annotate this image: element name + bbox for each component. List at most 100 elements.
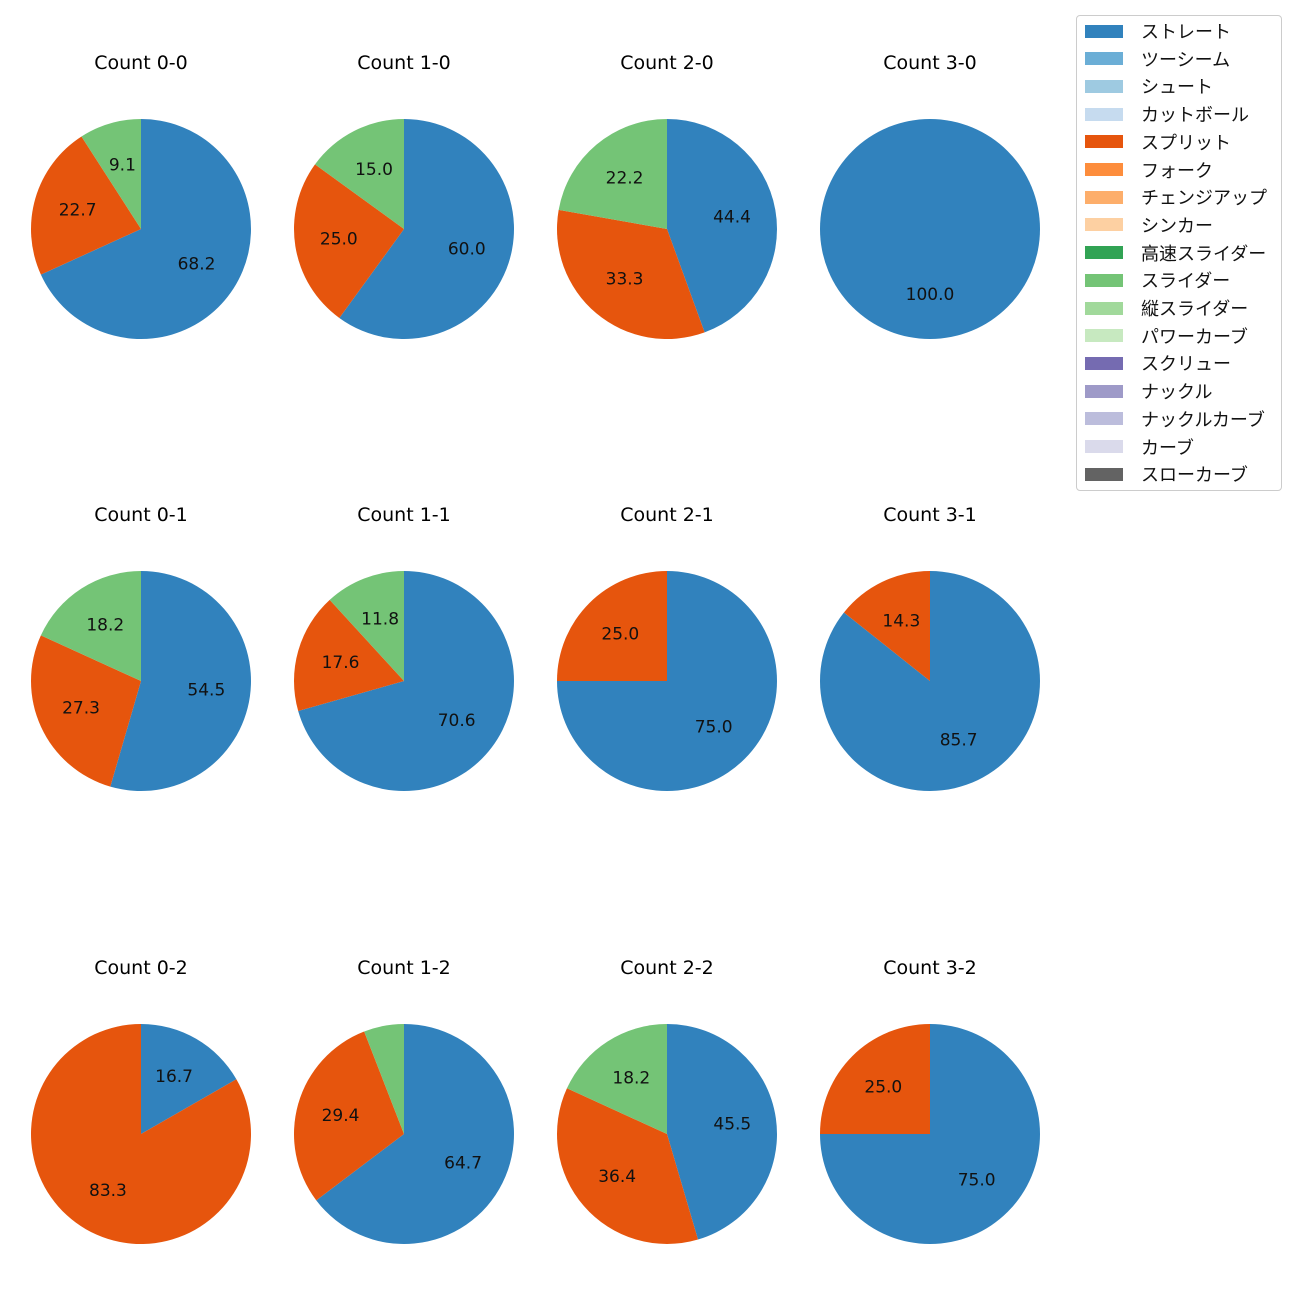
legend-label: シンカー [1141,215,1213,237]
pie-slice-straight [141,1024,237,1134]
legend-swatch [1085,190,1123,204]
legend-item: スローカーブ [1085,463,1248,487]
pie-value-label: 64.7 [444,1153,482,1173]
pie-slice-slider [315,119,404,229]
pie-slice-slider [40,571,141,681]
legend-swatch [1085,384,1123,398]
pie-value-label: 25.0 [601,624,639,644]
legend-item: 高速スライダー [1085,242,1267,265]
legend-label: フォーク [1141,160,1213,182]
pie-slice-straight [820,119,1040,339]
legend-label: 縦スライダー [1141,299,1249,320]
legend-item: パワーカーブ [1085,325,1248,348]
pie-value-label: 18.2 [612,1068,650,1088]
pie-title: Count 3-0 [883,52,977,74]
legend-label: スローカーブ [1141,465,1248,487]
legend-label: スクリュー [1141,354,1231,376]
pie-value-label: 15.0 [355,160,393,180]
pie-title: Count 2-0 [620,52,714,74]
legend-label: スプリット [1141,132,1231,154]
pie-value-label: 9.1 [109,156,136,176]
pie-value-label: 18.2 [86,615,124,635]
legend-swatch [1085,273,1123,287]
pie-title: Count 3-1 [883,504,977,526]
legend-item: 縦スライダー [1085,297,1249,320]
legend-item: フォーク [1085,159,1213,182]
legend-item: スクリュー [1085,352,1231,376]
legend-item: ツーシーム [1085,48,1230,71]
pie-slice-split [556,209,705,339]
pie-value-label: 75.0 [958,1171,996,1191]
pie-value-label: 29.4 [322,1106,360,1126]
legend-swatch [1085,412,1123,426]
pie-title: Count 1-1 [357,504,451,526]
pie-value-label: 22.7 [59,200,97,220]
pie-value-label: 68.2 [178,255,216,275]
pie-value-label: 60.0 [448,239,486,259]
legend-label: カットボール [1141,105,1249,127]
legend-label: カーブ [1141,437,1194,459]
legend-swatch [1085,246,1123,260]
pie-title: Count 0-1 [94,504,188,526]
pie-count-2-0: Count 2-0 44.4 33.3 22.2 [556,52,777,339]
pie-slice-straight [667,1024,777,1240]
legend-item: シュート [1085,75,1213,98]
legend-label: ナックルカーブ [1141,409,1265,431]
pie-title: Count 1-0 [357,52,451,74]
pie-count-3-1: Count 3-1 85.7 14.3 [819,504,1040,791]
legend-swatch [1085,301,1123,315]
legend-item: ナックルカーブ [1085,408,1265,431]
pie-count-2-1: Count 2-1 75.0 25.0 [557,504,777,791]
pie-slice-slider [329,571,404,681]
pie-value-label: 85.7 [940,730,978,750]
legend-item: シンカー [1085,214,1213,237]
legend-swatch [1085,24,1123,38]
legend-label: チェンジアップ [1141,188,1267,210]
pie-slice-slider [558,119,667,229]
pie-count-3-0: Count 3-0 100.0 [820,52,1040,339]
pie-count-0-2: Count 0-2 16.7 83.3 [31,957,251,1244]
pie-slice-split [30,136,141,275]
pie-count-1-0: Count 1-0 60.0 25.0 15.0 [294,52,514,339]
pie-slice-split [31,1023,251,1244]
pie-slice-straight [667,119,777,333]
pie-count-3-2: Count 3-2 75.0 25.0 [820,957,1040,1244]
legend-swatch [1085,79,1123,93]
pie-value-label: 45.5 [713,1115,751,1135]
legend-item: カーブ [1085,436,1194,459]
pie-value-label: 27.3 [62,699,100,719]
pie-slice-split [557,571,667,681]
pie-value-label: 25.0 [864,1077,902,1097]
pie-slice-split [843,571,930,681]
pie-value-label: 75.0 [695,718,733,738]
pie-slice-straight [40,119,252,339]
pie-slice-slider [566,1024,667,1134]
legend-item: カットボール [1085,103,1249,127]
legend-swatch [1085,467,1123,481]
pie-title: Count 1-2 [357,957,451,979]
pie-value-label: 54.5 [187,680,225,700]
pie-value-label: 36.4 [598,1167,636,1187]
pie-title: Count 3-2 [883,957,977,979]
legend: ストレートツーシームシュートカットボール スプリットフォークチェンジアップ シンカー… [1076,15,1282,491]
pie-slice-straight [316,1024,514,1244]
legend-swatch [1085,329,1123,343]
pie-value-label: 44.4 [713,208,751,228]
pie-value-label: 16.7 [155,1067,193,1087]
legend-item: ストレート [1085,20,1231,43]
legend-swatch [1085,440,1123,453]
pie-title: Count 0-0 [94,52,188,74]
pie-slice-slider [81,119,141,229]
legend-label: ストレート [1141,22,1231,43]
pie-value-label: 83.3 [89,1181,127,1201]
pie-slice-split [820,1024,930,1134]
legend-label: 高速スライダー [1141,243,1267,265]
pie-title: Count 2-2 [620,957,714,979]
pie-slice-slider [364,1024,404,1134]
pie-title: Count 2-1 [620,504,714,526]
pie-slice-split [31,635,141,787]
legend-swatch [1085,52,1123,66]
pie-count-1-2: Count 1-2 64.7 29.4 [294,957,514,1244]
pie-value-label: 14.3 [882,612,920,632]
